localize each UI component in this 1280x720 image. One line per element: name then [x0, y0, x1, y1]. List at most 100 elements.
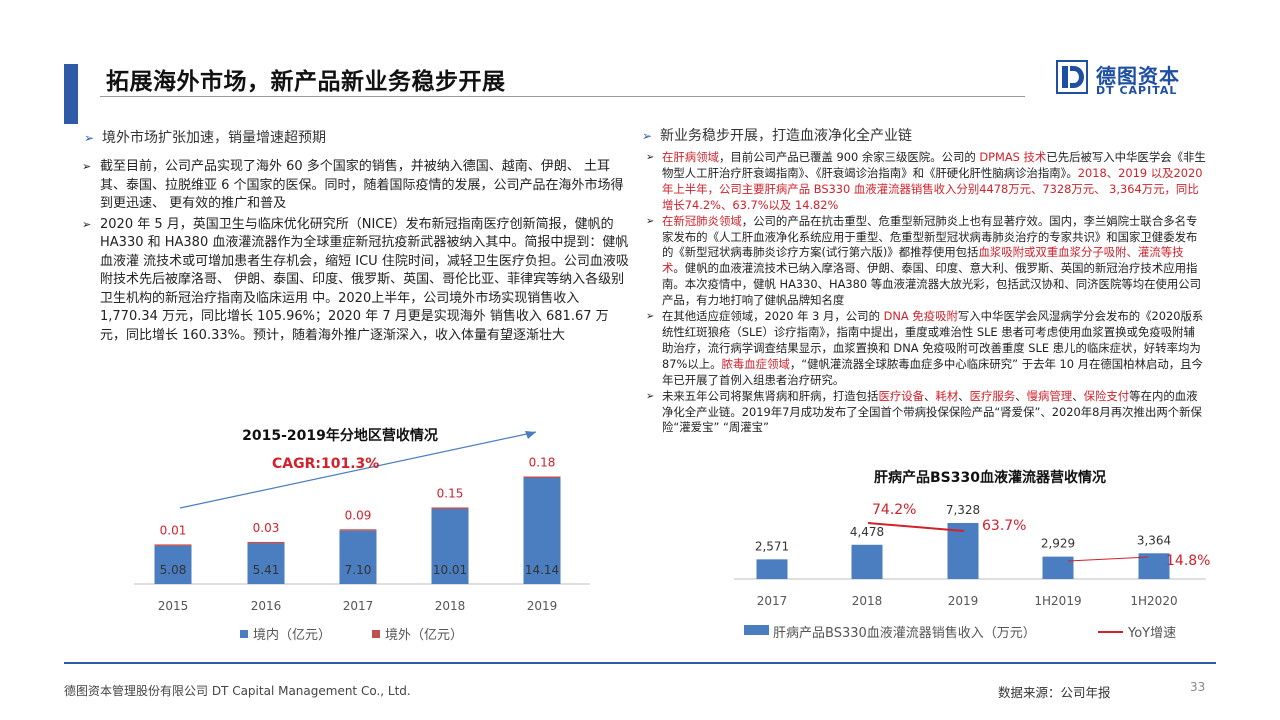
chart-title: 肝病产品BS330血液灌流器营收情况 — [874, 469, 1106, 486]
domestic-bar — [523, 478, 561, 584]
left-paragraph-text: 截至目前，公司产品实现了海外 60 多个国家的销售，并被纳入德国、越南、伊朗、 … — [100, 159, 624, 211]
revenue-bar — [756, 559, 788, 579]
yoy-label: 14.8% — [1166, 553, 1210, 569]
body-text: ，公司的产品在抗击重型、危重型新冠肺炎上也有显著疗效。国内，李兰娟院士联合多名专… — [662, 213, 1198, 260]
domestic-bar — [339, 530, 377, 584]
highlight-text: 脓毒血症领域 — [721, 356, 790, 371]
trend-arrow-line — [179, 431, 537, 509]
legend-swatch-revenue — [744, 625, 769, 635]
arrow-bullet-icon: ➢ — [646, 390, 655, 402]
domestic-value-label: 7.10 — [345, 563, 372, 577]
x-tick-label: 2017 — [343, 599, 374, 613]
x-tick-label: 2015 — [158, 599, 189, 613]
left-paragraph: ➢ 截至目前，公司产品实现了海外 60 多个国家的销售，并被纳入德国、越南、伊朗… — [82, 158, 630, 214]
liver-disease-paragraph: ➢ 在肝病领域，目前公司产品已覆盖 900 余家三级医院。公司的 DPMAS 技… — [640, 150, 1206, 214]
body-text: 、 — [924, 388, 936, 403]
footer-divider — [64, 662, 1216, 664]
left-paragraph-text: 2020 年 5 月，英国卫生与临床优化研究所（NICE）发布新冠指南医疗创新简… — [100, 216, 629, 343]
yoy-label: 63.7% — [982, 518, 1026, 534]
highlight-text: 慢病管理 — [1026, 388, 1073, 403]
legend-label-domestic: 境内（亿元） — [253, 627, 331, 643]
body-text: 在其他适应症领域，2020 年 3 月，公司的 — [662, 309, 884, 324]
revenue-bar — [851, 544, 883, 579]
title-divider — [100, 96, 1025, 97]
body-text: 、 — [958, 388, 970, 403]
x-tick-label: 1H2020 — [1130, 594, 1177, 608]
domestic-value-label: 5.41 — [253, 563, 280, 577]
domestic-value-label: 14.14 — [525, 563, 559, 577]
overseas-value-label: 0.18 — [529, 456, 556, 470]
body-text: 、 — [1015, 388, 1027, 403]
legend-swatch-domestic — [240, 630, 248, 638]
domestic-bar — [431, 508, 469, 584]
right-column: ➢ 新业务稳步开展，打造血液净化全产业链 ➢ 在肝病领域，目前公司产品已覆盖 9… — [640, 126, 1206, 436]
domestic-value-label: 5.08 — [160, 563, 187, 577]
page-title: 拓展海外市场，新产品新业务稳步开展 — [106, 69, 506, 95]
body-text: 写入中华医学会风湿病学分会发布的《2020版系统性红斑狼疮（SLE）诊疗指南》，… — [662, 309, 1204, 371]
yoy-label: 74.2% — [872, 502, 916, 518]
highlight-text: 在新冠肺炎领域 — [662, 213, 742, 228]
footer-company: 德图资本管理股份有限公司 DT Capital Management Co., … — [64, 684, 411, 698]
body-text: 等在内的血液净化全产业链。2019年7月成功发布了全国首个带病投保保险产品“肾爱… — [662, 388, 1202, 435]
revenue-value-label: 7,328 — [946, 503, 980, 517]
footer-source: 数据来源：公司年报 — [998, 685, 1111, 700]
arrow-bullet-icon: ➢ — [82, 217, 92, 231]
x-tick-label: 2018 — [435, 599, 466, 613]
revenue-value-label: 3,364 — [1137, 533, 1171, 547]
left-paragraph: ➢ 2020 年 5 月，英国卫生与临床优化研究所（NICE）发布新冠指南医疗创… — [82, 216, 630, 346]
overseas-value-label: 0.03 — [253, 521, 280, 535]
highlight-text: 2018、2019 以及2020年上半年，公司主要肝病产品 BS330 血液灌流… — [662, 165, 1203, 212]
bs330-revenue-chart: 肝病产品BS330血液灌流器营收情况 2,571 2017 4,478 2018 7,32… — [734, 469, 1210, 641]
cagr-annotation: CAGR:101.3% — [272, 456, 379, 472]
yoy-line-segment — [1067, 556, 1149, 562]
x-tick-label: 2016 — [251, 599, 282, 613]
left-section-heading: ➢ 境外市场扩张加速，销量增速超预期 — [82, 128, 630, 148]
industry-chain-paragraph: ➢ 未来五年公司将聚焦肾病和肝病，打造包括医疗设备、耗材、医疗服务、慢病管理、保… — [640, 389, 1206, 437]
legend-label-yoy: YoY增速 — [1127, 626, 1176, 641]
highlight-text: DPMAS 技术 — [979, 150, 1047, 164]
yoy-line-segment — [867, 522, 965, 532]
domestic-bar — [247, 543, 285, 584]
left-column: ➢ 境外市场扩张加速，销量增速超预期 ➢ 截至目前，公司产品实现了海外 60 多… — [82, 128, 630, 345]
other-indications-paragraph: ➢ 在其他适应症领域，2020 年 3 月，公司的 DNA 免疫吸附写入中华医学… — [640, 309, 1206, 389]
legend-label-overseas: 境外（亿元） — [385, 628, 463, 643]
revenue-value-label: 4,478 — [850, 525, 884, 539]
highlight-text: 血浆吸附或双重血浆分子吸附、灌流等技术 — [662, 245, 1184, 276]
arrow-bullet-icon: ➢ — [646, 215, 655, 227]
revenue-bar — [947, 523, 979, 579]
highlight-text: 医疗服务 — [969, 388, 1016, 403]
overseas-bar — [154, 544, 192, 546]
x-tick-label: 2019 — [948, 594, 979, 608]
overseas-value-label: 0.01 — [160, 523, 187, 537]
overseas-bar — [247, 541, 285, 544]
legend-label-revenue: 肝病产品BS330血液灌流器销售收入（万元） — [773, 625, 1036, 641]
trend-arrow-head-icon — [525, 431, 536, 439]
chart-title: 2015-2019年分地区营收情况 — [242, 427, 438, 444]
overseas-bar — [431, 507, 469, 509]
logo-text-cn: 德图资本 — [1096, 64, 1180, 88]
arrow-bullet-icon: ➢ — [642, 129, 653, 143]
right-section-heading: ➢ 新业务稳步开展，打造血液净化全产业链 — [640, 126, 1206, 146]
logo-text-en: DT CAPITAL — [1096, 84, 1178, 97]
revenue-value-label: 2,929 — [1041, 537, 1075, 551]
right-heading-text: 新业务稳步开展，打造血液净化全产业链 — [660, 128, 912, 144]
overseas-bar — [523, 476, 561, 478]
legend-swatch-overseas — [372, 630, 380, 638]
domestic-value-label: 10.01 — [433, 563, 467, 577]
body-text: 未来五年公司将聚焦肾病和肝病，打造包括 — [662, 388, 879, 403]
highlight-text: 保险支付 — [1083, 388, 1130, 403]
arrow-bullet-icon: ➢ — [84, 131, 95, 145]
body-text: ，目前公司产品已覆盖 900 余家三级医院。公司的 — [718, 150, 980, 164]
body-text: 、 — [1072, 388, 1084, 403]
overseas-value-label: 0.09 — [345, 508, 372, 522]
overseas-bar — [339, 529, 377, 531]
arrow-bullet-icon: ➢ — [646, 152, 655, 163]
body-text: ，“健帆灌流器全球脓毒血症多中心临床研究” 于去年 10 月在德国柏林启动，且今… — [662, 356, 1203, 387]
highlight-text: DNA 免疫吸附 — [883, 309, 958, 324]
revenue-bar — [1042, 556, 1074, 579]
revenue-value-label: 2,571 — [755, 539, 789, 553]
left-heading-text: 境外市场扩张加速，销量增速超预期 — [102, 130, 326, 146]
highlight-text: 在肝病领域 — [662, 150, 719, 164]
overseas-value-label: 0.15 — [437, 486, 464, 500]
regional-revenue-chart: 2015-2019年分地区营收情况 CAGR:101.3% 5.08 0.01 2015… — [134, 427, 590, 643]
